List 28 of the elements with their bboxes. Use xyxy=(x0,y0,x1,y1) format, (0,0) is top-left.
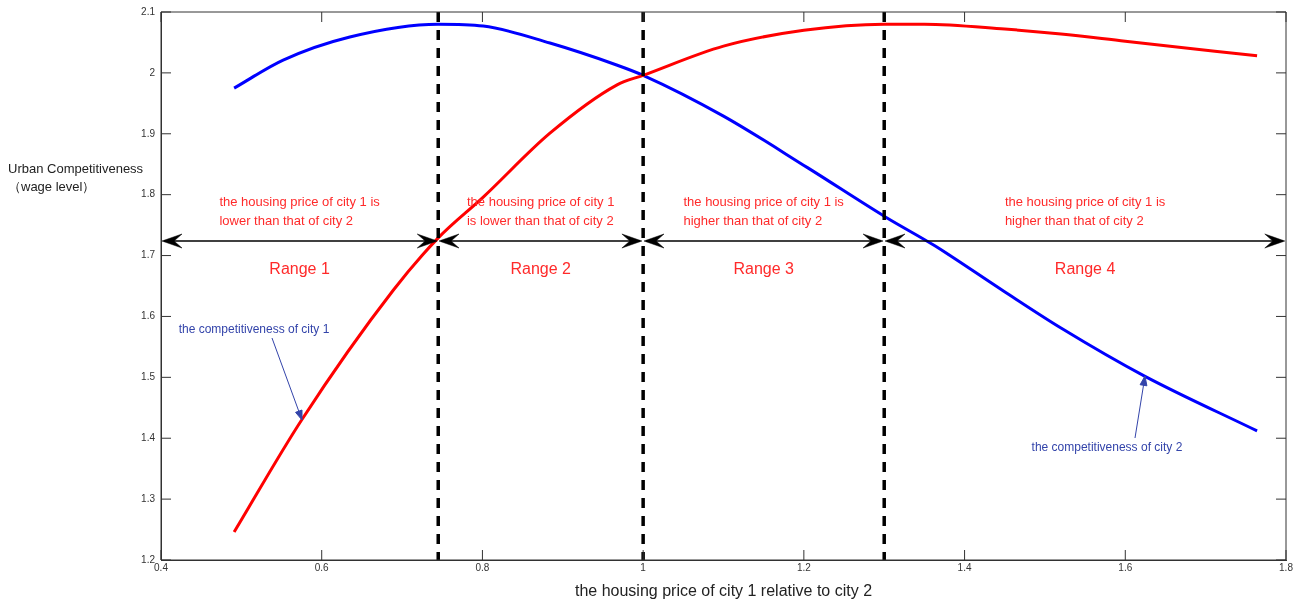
x-tick-label: 1.6 xyxy=(1118,561,1133,573)
y-tick-label: 1.4 xyxy=(141,431,156,443)
annotation: the housing price of city 1 is higher than that of city 2 xyxy=(1003,192,1167,230)
y-tick-label: 1.9 xyxy=(141,127,156,139)
annotation: the competitiveness of city 2 xyxy=(1030,439,1184,457)
y-tick-label: 1.6 xyxy=(141,310,156,322)
y-tick-label: 1.2 xyxy=(141,553,156,565)
x-axis-title: the housing price of city 1 relative to city 2 xyxy=(574,581,873,599)
annotation: Range 3 xyxy=(732,258,795,279)
y-tick-label: 1.8 xyxy=(141,188,156,200)
annotation: Range 1 xyxy=(268,258,331,279)
annotation: Range 2 xyxy=(509,258,572,279)
y-tick-label: 1.7 xyxy=(141,249,156,261)
annotation: the competitiveness of city 1 xyxy=(177,320,331,338)
annotation: the housing price of city 1 is lower than that of city 2 xyxy=(218,192,381,230)
x-tick-label: 1.8 xyxy=(1279,561,1294,573)
annotation: Range 4 xyxy=(1053,258,1117,279)
x-tick-label: 0.8 xyxy=(475,561,490,573)
y-tick-label: 1.3 xyxy=(141,492,156,504)
x-tick-label: 1.4 xyxy=(957,561,972,573)
x-tick-label: 0.6 xyxy=(314,561,330,573)
x-tick-label: 1.2 xyxy=(796,561,812,573)
y-tick-label: 1.5 xyxy=(141,371,156,383)
x-tick-label: 0.4 xyxy=(154,561,169,573)
x-tick-label: 1 xyxy=(640,561,647,573)
annotation: the housing price of city 1 is higher than that of city 2 xyxy=(682,192,845,230)
y-tick-label: 2 xyxy=(149,66,156,78)
y-tick-label: 2.1 xyxy=(141,5,156,17)
